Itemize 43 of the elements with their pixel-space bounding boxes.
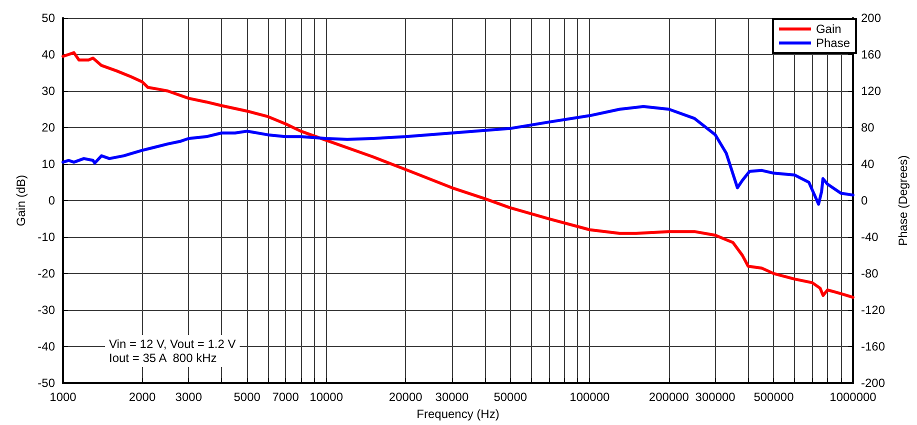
y2-tick-label: -40 <box>861 230 879 244</box>
y-tick-label: -10 <box>38 230 56 244</box>
y2-tick-label: -200 <box>861 376 886 390</box>
y-tick-label: -20 <box>38 266 56 281</box>
y-tick-label: 30 <box>42 84 56 98</box>
x-tick-label: 200000 <box>648 390 690 404</box>
annotation: Vin = 12 V, Vout = 1.2 V <box>109 337 236 351</box>
y2-tick-label: -120 <box>861 303 886 318</box>
y-tick-label: 0 <box>48 194 56 208</box>
y2-axis-title: Phase (Degrees) <box>896 155 910 246</box>
annotation: Iout = 35 A 800 kHz <box>109 351 217 365</box>
y-tick-label: 40 <box>42 48 56 62</box>
y-tick-label: 20 <box>42 120 56 135</box>
y2-tick-label: 40 <box>861 157 875 172</box>
y-tick-label: -30 <box>38 303 56 318</box>
x-axis-title: Frequency (Hz) <box>416 407 500 421</box>
x-tick-label: 5000 <box>234 390 261 404</box>
x-tick-label: 300000 <box>695 390 736 404</box>
y2-tick-label: 200 <box>861 11 882 25</box>
x-tick-label: 1000 <box>50 390 77 404</box>
y2-tick-label: 80 <box>861 120 875 135</box>
x-tick-label: 1000000 <box>830 390 877 404</box>
x-tick-label: 3000 <box>175 390 202 404</box>
legend-label: Gain <box>816 22 842 36</box>
x-tick-label: 10000 <box>310 390 344 404</box>
y2-tick-label: 0 <box>861 194 868 208</box>
x-tick-label: 30000 <box>435 390 469 404</box>
y2-tick-label: -80 <box>861 266 879 281</box>
x-tick-label: 2000 <box>128 390 156 404</box>
legend-label: Phase <box>816 36 850 50</box>
y2-tick-label: -160 <box>861 340 886 354</box>
x-tick-label: 20000 <box>388 390 423 404</box>
y2-tick-label: 160 <box>861 48 882 62</box>
y-tick-label: -40 <box>38 340 56 354</box>
y-axis-title: Gain (dB) <box>14 174 28 226</box>
y-tick-label: 10 <box>42 157 56 172</box>
y-tick-label: -50 <box>38 376 56 390</box>
x-tick-label: 500000 <box>754 390 794 404</box>
x-tick-label: 7000 <box>272 390 300 404</box>
y-tick-label: 50 <box>42 11 56 25</box>
x-tick-label: 100000 <box>570 390 610 404</box>
y2-tick-label: 120 <box>861 84 882 98</box>
x-tick-label: 50000 <box>494 390 528 404</box>
